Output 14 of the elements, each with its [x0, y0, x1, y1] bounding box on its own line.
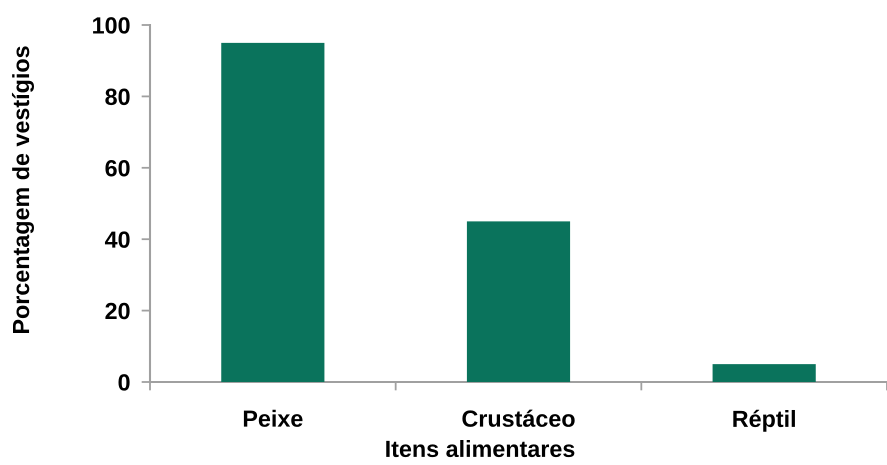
bar	[712, 364, 816, 382]
x-tick-label: Peixe	[244, 410, 303, 427]
y-tick-label: 60	[105, 160, 130, 176]
y-tick-label: 0	[118, 374, 130, 391]
y-axis-title: Porcentagem de vestígios	[12, 46, 34, 334]
bar	[466, 221, 570, 382]
y-tick-label: 100	[93, 17, 130, 34]
y-tick-label: 40	[104, 231, 130, 248]
bar	[221, 42, 324, 382]
y-tick-label: 80	[105, 88, 130, 106]
x-tick-label: Crustáceo	[462, 410, 575, 427]
x-axis-title: Itens alimentares	[386, 440, 574, 458]
x-tick-label: Réptil	[733, 410, 795, 432]
y-tick-label: 20	[105, 302, 130, 320]
